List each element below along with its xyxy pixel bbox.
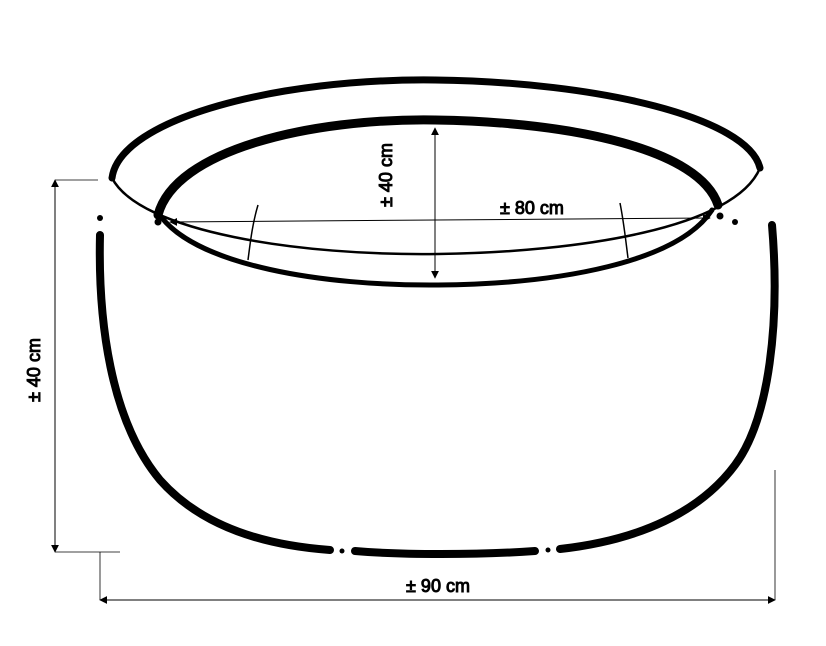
bowl-body-right [560,225,775,549]
sketch-dot [340,549,345,554]
dimensions: ± 40 cm ± 80 cm ± 40 cm ± 90 cm [24,128,775,600]
sketch-dot [155,219,162,226]
inner-wall-hint-right [620,203,628,258]
inner-wall-hint-left [248,205,258,260]
bowl-sketch [97,80,775,554]
sketch-dot [97,215,103,221]
dim-inner-diameter: ± 80 cm [170,198,710,222]
dim-inner-depth: ± 40 cm [376,128,435,278]
dim-outer-height-label: ± 40 cm [24,338,44,402]
bowl-body-base [355,551,535,554]
dim-inner-diameter-label: ± 80 cm [500,198,564,218]
bowl-dimension-diagram: ± 40 cm ± 80 cm ± 40 cm ± 90 cm [0,0,826,646]
sketch-dot [732,219,738,225]
dim-outer-diameter: ± 90 cm [100,470,775,600]
bowl-body-left [100,235,330,550]
sketch-dot [717,213,724,220]
dim-inner-depth-label: ± 40 cm [376,143,396,207]
dim-outer-height: ± 40 cm [24,180,120,552]
dim-outer-diameter-label: ± 90 cm [406,576,470,596]
outer-rim-bottom [112,168,760,254]
inner-rim-top [158,120,718,215]
sketch-dot [546,548,551,553]
